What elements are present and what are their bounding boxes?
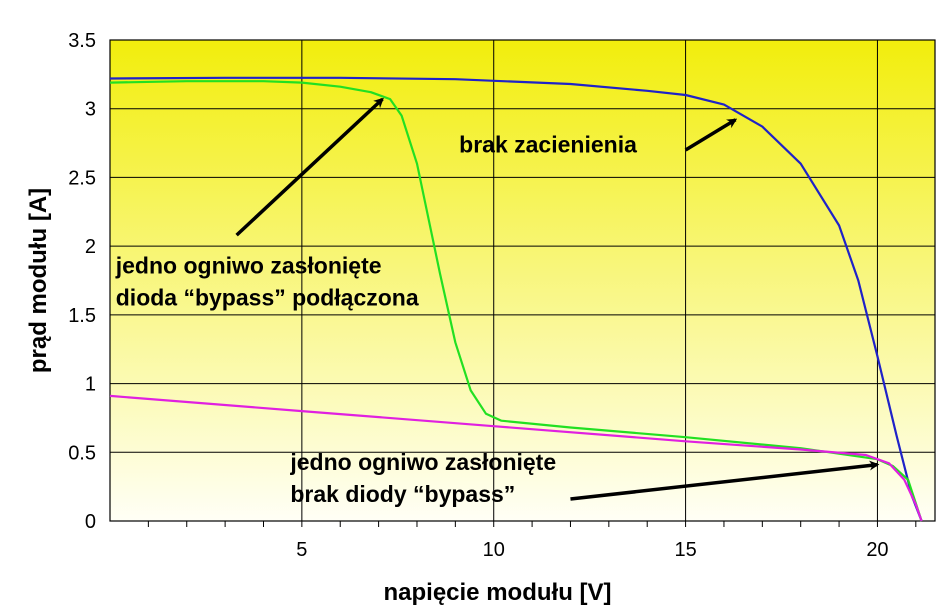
x-tick-label: 10 xyxy=(483,539,505,561)
y-tick-label: 2 xyxy=(85,236,96,258)
annotation-label-one-cell-shaded-bypass: jedno ogniwo zasłonięte xyxy=(115,253,382,279)
x-tick-label: 5 xyxy=(296,539,307,561)
tick-labels: 0 0.5 1 1.5 2 2.5 3 3.5 5 10 15 20 xyxy=(68,30,888,561)
y-axis-title: prąd modułu [A] xyxy=(25,188,52,373)
y-tick-label: 2.5 xyxy=(68,167,96,189)
x-tick-label: 15 xyxy=(674,539,696,561)
y-tick-label: 1 xyxy=(85,374,96,396)
series-line-one-cell-shaded-no-bypass xyxy=(109,394,923,522)
annotation-label-one-cell-shaded-bypass: dioda “bypass” podłączona xyxy=(116,285,419,311)
y-tick-label: 3 xyxy=(85,99,96,121)
annotation-arrow-no-shading xyxy=(684,118,738,152)
plot-area xyxy=(110,40,935,521)
plot-frame xyxy=(109,39,936,522)
y-tick-label: 0.5 xyxy=(68,442,96,464)
y-tick-label: 3.5 xyxy=(68,30,96,52)
series-group xyxy=(109,76,923,522)
x-tick-label: 20 xyxy=(866,539,888,561)
annotations: brak zacienienia jedno ogniwo zasłonięte d… xyxy=(115,97,880,507)
y-tick-label: 0 xyxy=(85,511,96,533)
series-line-no-shading xyxy=(109,76,923,522)
annotation-arrow-one-cell-shaded-bypass xyxy=(235,97,384,237)
annotation-arrow-one-cell-shaded-no-bypass xyxy=(570,460,880,501)
y-tick-label: 1.5 xyxy=(68,305,96,327)
annotation-label-no-shading: brak zacienienia xyxy=(459,132,637,158)
annotation-label-one-cell-shaded-no-bypass: brak diody “bypass” xyxy=(290,481,515,507)
annotation-label-one-cell-shaded-no-bypass: jedno ogniwo zasłonięte xyxy=(289,449,556,475)
x-axis-title: napięcie modułu [V] xyxy=(383,579,611,606)
